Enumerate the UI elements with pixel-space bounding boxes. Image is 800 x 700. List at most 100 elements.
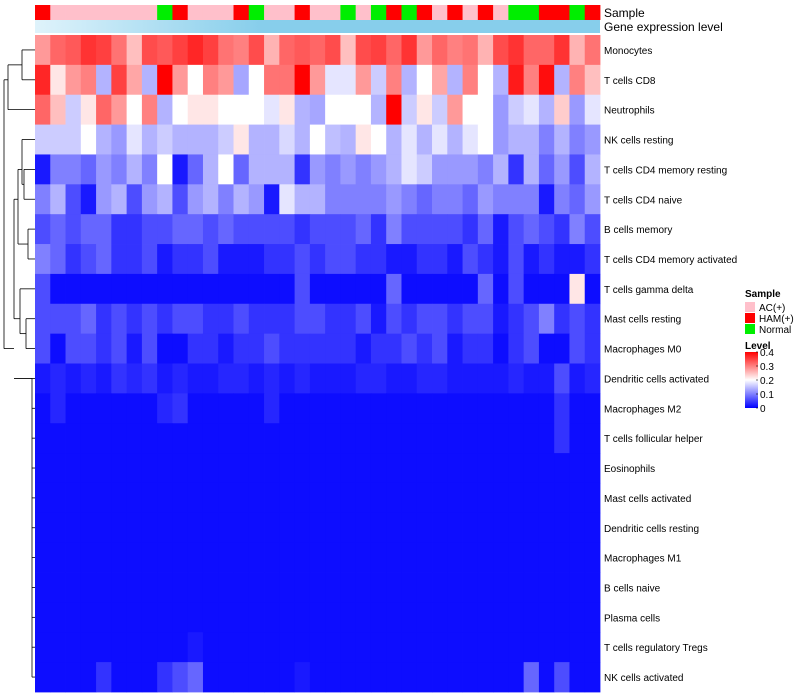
heatmap-cell (35, 602, 51, 633)
heatmap-cell (432, 363, 448, 394)
heatmap-cell (157, 184, 173, 215)
heatmap-cell (96, 512, 112, 544)
heatmap-cell (65, 273, 82, 305)
heatmap-cell (523, 572, 540, 603)
heatmap-cell (462, 64, 479, 96)
heatmap-cell (187, 244, 204, 275)
heatmap-cell (172, 124, 189, 155)
heatmap-cell (447, 453, 463, 484)
heatmap-cell (294, 662, 311, 693)
heatmap-cell (386, 35, 402, 66)
heatmap-cell (126, 363, 143, 394)
sample-cell-7 (141, 5, 158, 20)
heatmap-cell (554, 124, 570, 155)
heatmap-cell (554, 154, 570, 185)
sample-cell-20 (340, 5, 357, 20)
heatmap-cell (493, 363, 509, 394)
heatmap-cell (80, 662, 97, 693)
heatmap-cell (584, 64, 601, 96)
heatmap-cell (233, 64, 250, 96)
heatmap-cell (554, 333, 570, 364)
heatmap-cell (157, 124, 173, 155)
heatmap-cell (508, 363, 525, 394)
heatmap-cell (309, 393, 326, 424)
heatmap-cell (294, 453, 311, 484)
heatmap-cell (340, 273, 357, 305)
heatmap-cell (65, 423, 82, 454)
row-label: T cells CD8 (604, 76, 656, 87)
heatmap-cell (80, 333, 97, 364)
heatmap-cell (65, 94, 82, 125)
heatmap-cell (248, 214, 265, 245)
heatmap-cell (340, 423, 357, 454)
heatmap-cell (279, 393, 295, 424)
heatmap-cell (35, 363, 51, 394)
heatmap-cell (279, 572, 295, 603)
sample-cell-36 (584, 5, 601, 20)
heatmap-cell (538, 512, 555, 544)
heatmap-cell (432, 423, 448, 454)
heatmap-cell (50, 393, 66, 424)
heatmap-cell (202, 244, 219, 275)
heatmap-cell (187, 363, 204, 394)
heatmap-cell (294, 542, 311, 573)
sample-cell-29 (477, 5, 494, 20)
heatmap-cell (447, 214, 463, 245)
heatmap-cell (401, 244, 418, 275)
heatmap-cell (355, 363, 372, 394)
heatmap-cell (432, 124, 448, 155)
heatmap-cell (523, 184, 540, 215)
heatmap-cell (340, 64, 357, 96)
sample-cell-28 (462, 5, 479, 20)
heatmap-cell (386, 602, 402, 633)
heatmap-cell (65, 154, 82, 185)
heatmap-cell (80, 542, 97, 573)
heatmap-cell (172, 423, 189, 454)
heatmap-cell (370, 453, 387, 484)
heatmap-cell (96, 214, 112, 245)
heatmap-cell (126, 303, 143, 335)
heatmap-cell (126, 154, 143, 185)
heatmap-cell (35, 572, 51, 603)
heatmap-cell (96, 453, 112, 484)
heatmap-cell (65, 602, 82, 633)
sample-cell-19 (325, 5, 341, 20)
heatmap-cell (96, 542, 112, 573)
heatmap-cell (432, 542, 448, 573)
heatmap-cell (477, 303, 494, 335)
legend-swatch (745, 324, 755, 334)
heatmap-cell (233, 453, 250, 484)
heatmap-cell (202, 662, 219, 693)
heatmap-cell (50, 632, 66, 663)
heatmap-cell (126, 244, 143, 275)
heatmap-cell (523, 632, 540, 663)
row-label: Macrophages M0 (604, 345, 682, 356)
heatmap-cell (294, 94, 311, 125)
heatmap-cell (523, 124, 540, 155)
heatmap-cell (370, 512, 387, 544)
heatmap-cell (172, 542, 189, 573)
heatmap-cell (370, 273, 387, 305)
heatmap-cell (340, 572, 357, 603)
heatmap-cell (218, 214, 234, 245)
heatmap-cell (340, 363, 357, 394)
heatmap-cell (248, 662, 265, 693)
heatmap-cell (202, 184, 219, 215)
heatmap-cell (65, 124, 82, 155)
sample-cell-21 (355, 5, 372, 20)
heatmap-cell (248, 363, 265, 394)
sample-cell-34 (554, 5, 570, 20)
sample-cell-0 (35, 5, 51, 20)
heatmap-cell (294, 273, 311, 305)
heatmap-cell (218, 333, 234, 364)
heatmap-cell (447, 423, 463, 454)
heatmap-cell (80, 214, 97, 245)
annotation-title-gene-expression: Gene expression level (604, 20, 723, 34)
heatmap-cell (264, 244, 280, 275)
heatmap-cell (447, 482, 463, 514)
heatmap-cell (141, 154, 158, 185)
heatmap-cell (294, 35, 311, 66)
heatmap-cell (401, 333, 418, 364)
heatmap-cell (493, 632, 509, 663)
heatmap-cell (401, 154, 418, 185)
